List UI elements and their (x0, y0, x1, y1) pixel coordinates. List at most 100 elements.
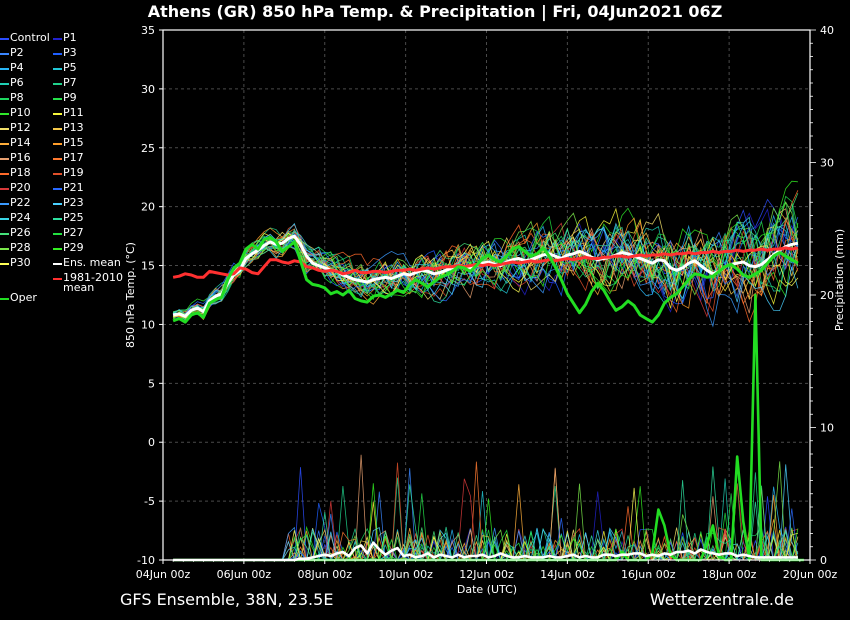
legend-label: P7 (63, 76, 77, 89)
legend-item: P23 (53, 196, 84, 212)
x-tick-label: 06Jun 00z (217, 568, 272, 581)
legend-swatch (53, 173, 62, 175)
y-tick-label: -10 (137, 554, 155, 567)
legend-item: P29 (53, 241, 84, 257)
legend-item: P6 (0, 76, 24, 92)
legend-swatch (53, 188, 62, 190)
ensemble-member-line (172, 180, 798, 320)
legend-swatch (53, 143, 62, 145)
legend-label: P26 (10, 226, 31, 239)
legend-swatch (53, 98, 62, 100)
legend-item: 1981-2010 mean (53, 272, 123, 293)
legend-swatch (53, 38, 62, 40)
legend-item: Control (0, 32, 50, 47)
legend-swatch (0, 53, 9, 55)
y-tick-label: 5 (148, 377, 155, 390)
footer-model-info: GFS Ensemble, 38N, 23.5E (120, 590, 334, 609)
y2-tick-label: 20 (820, 289, 834, 302)
y-tick-label: 10 (141, 318, 155, 331)
legend-item: P8 (0, 91, 24, 107)
y2-tick-label: 30 (820, 157, 834, 170)
legend-label: P20 (10, 181, 31, 194)
legend-label: P1 (63, 31, 77, 44)
ensemble-member-line (172, 201, 799, 319)
legend-swatch (0, 297, 9, 300)
legend-swatch (0, 233, 9, 235)
x-tick-label: 04Jun 00z (136, 568, 191, 581)
y-tick-label: 15 (141, 260, 155, 273)
legend-item: P1 (53, 31, 77, 47)
legend-item: P3 (53, 47, 77, 62)
legend-item: P22 (0, 197, 31, 212)
legend-swatch (53, 68, 62, 70)
legend-item: P27 (53, 226, 84, 242)
legend-item: P12 (0, 122, 31, 137)
legend-swatch (0, 158, 9, 160)
legend-swatch (0, 68, 9, 70)
legend-swatch (53, 278, 62, 280)
footer-site-credit[interactable]: Wetterzentrale.de (649, 590, 794, 609)
legend-swatch (0, 218, 9, 220)
series-1981-2010-mean (172, 246, 799, 279)
legend-swatch (53, 128, 62, 130)
legend-label: P13 (63, 121, 84, 134)
legend-label: P17 (63, 151, 84, 164)
legend-label: P30 (10, 256, 31, 269)
legend-label: P8 (10, 91, 24, 104)
legend-item: P18 (0, 167, 31, 182)
legend-item: P9 (53, 91, 77, 107)
x-tick-label: 08Jun 00z (298, 568, 353, 581)
legend-label: P6 (10, 76, 24, 89)
legend-swatch (0, 203, 9, 205)
legend-swatch (53, 248, 62, 250)
legend-label: P14 (10, 136, 31, 149)
legend-label: P24 (10, 211, 31, 224)
legend-item: P15 (53, 137, 84, 152)
x-tick-label: 20Jun 00z (783, 568, 838, 581)
legend-swatch (53, 83, 62, 85)
legend-label: P29 (63, 241, 84, 254)
legend-label: P27 (63, 226, 84, 239)
axes: -10 -5 0 5 10 15 20 25 30 35 0 10 20 30 40 04Jun 00z 06J… (136, 24, 838, 581)
legend-item: P13 (53, 121, 84, 137)
legend-label: P28 (10, 241, 31, 254)
legend-label: P19 (63, 166, 84, 179)
legend-swatch (0, 143, 9, 145)
legend-item: Ens. mean (53, 257, 121, 272)
legend-item: P11 (53, 107, 84, 122)
legend-swatch (53, 158, 62, 160)
y2-tick-label: 40 (820, 24, 834, 37)
legend-item: P26 (0, 226, 31, 242)
legend-swatch (0, 38, 9, 40)
y-tick-label: 30 (141, 83, 155, 96)
x-axis-label: Date (UTC) (457, 583, 517, 596)
ensemble-member-line (173, 208, 799, 323)
legend-swatch (0, 128, 9, 130)
series-oper (172, 235, 799, 324)
legend-label: P9 (63, 91, 77, 104)
legend-item: P7 (53, 76, 77, 92)
legend-swatch (53, 53, 62, 55)
legend-item: P21 (53, 181, 84, 197)
legend-label: P4 (10, 61, 24, 74)
x-tick-label: 16Jun 00z (621, 568, 676, 581)
legend-label: Oper (10, 290, 37, 304)
legend-item: P10 (0, 107, 31, 122)
legend-item: P30 (0, 256, 31, 272)
legend-label: P25 (63, 211, 84, 224)
chart-title: Athens (GR) 850 hPa Temp. & Precipitatio… (147, 2, 723, 21)
y2-tick-label: 10 (820, 422, 834, 435)
legend-swatch (0, 188, 9, 190)
y2-axis-label: Precipitation (mm) (833, 229, 846, 331)
y-axis-label: 850 hPa Temp. (°C) (124, 242, 137, 348)
legend-label: P23 (63, 196, 84, 209)
legend-item: P24 (0, 211, 31, 227)
legend-item: P5 (53, 61, 77, 77)
y-tick-label: 20 (141, 201, 155, 214)
y-tick-label: -5 (144, 495, 155, 508)
legend-swatch (53, 218, 62, 220)
legend-label: P2 (10, 46, 24, 59)
legend-label: P21 (63, 181, 84, 194)
legend-label: P5 (63, 61, 77, 74)
